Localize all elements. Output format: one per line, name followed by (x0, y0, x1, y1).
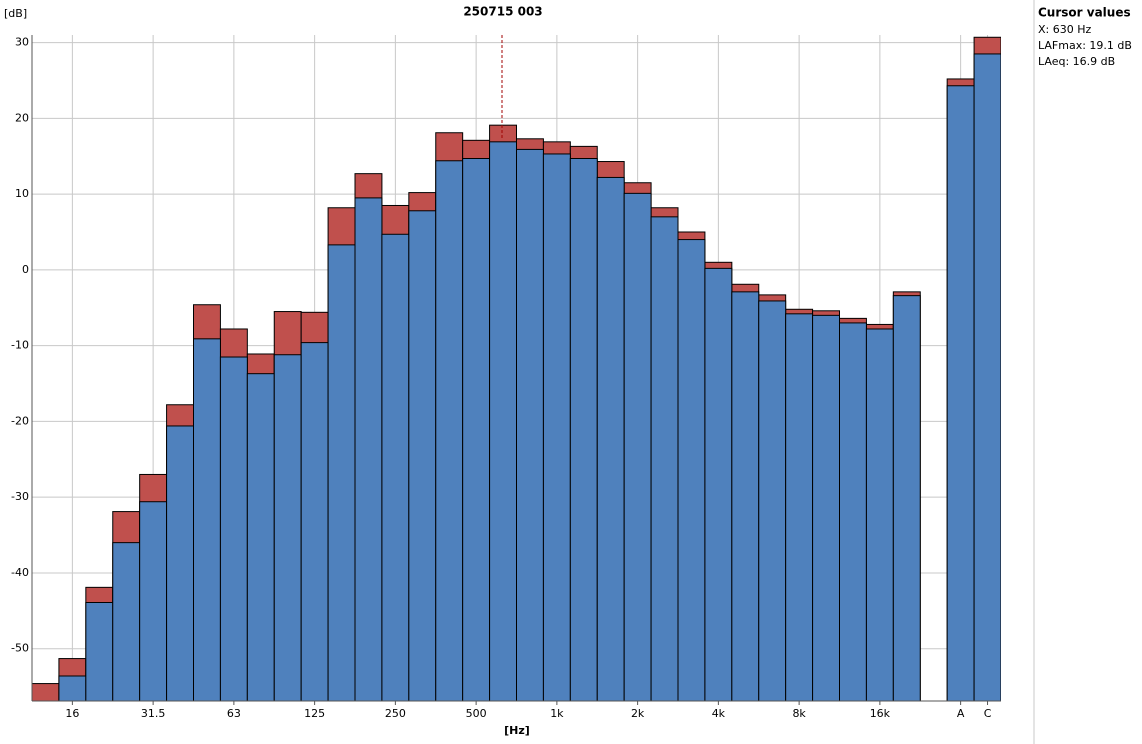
cursor-entry: LAeq: 16.9 dB (1038, 55, 1115, 68)
x-tick-label: A (957, 707, 965, 720)
x-axis-label: [Hz] (504, 724, 530, 737)
bar (85, 602, 114, 701)
y-tick-label: 20 (15, 111, 29, 124)
bar (731, 291, 760, 701)
bar (677, 239, 706, 701)
bar (193, 338, 221, 701)
y-tick-label: 0 (22, 263, 29, 276)
x-tick-label: 63 (227, 707, 241, 720)
bars (32, 36, 1001, 701)
x-tick-label: 16 (65, 707, 79, 720)
bar (892, 295, 921, 701)
bar (785, 313, 814, 701)
chart-title: 250715 003 (463, 5, 542, 19)
bar (946, 85, 975, 701)
y-tick-label: 10 (15, 187, 29, 200)
bar (489, 141, 518, 701)
bar (623, 192, 652, 701)
bar (354, 197, 383, 701)
bar (973, 53, 1001, 701)
bar (112, 542, 141, 701)
bar (865, 328, 894, 701)
bar (812, 314, 840, 701)
x-tick-label: 16k (870, 707, 891, 720)
bar (58, 675, 87, 701)
cursor-panel: X: 630 Hz LAFmax: 19.1 dB LAeq: 16.9 dB (1038, 23, 1132, 68)
bar (219, 356, 248, 701)
bar (381, 233, 410, 701)
y-tick-label: 30 (15, 36, 29, 49)
cursor-panel-title: Cursor values (1038, 6, 1131, 20)
cursor-entry: X: 630 Hz (1038, 23, 1092, 36)
bar (704, 267, 733, 701)
y-tick-label: -50 (11, 642, 29, 655)
bar (327, 244, 356, 701)
y-tick-label: -10 (11, 339, 29, 352)
bar (650, 216, 679, 701)
bar (839, 322, 867, 701)
bar (273, 354, 302, 701)
bar (300, 342, 329, 701)
x-tick-label: 125 (304, 707, 325, 720)
bar (246, 373, 275, 701)
bar (462, 158, 491, 701)
x-tick-label: C (984, 707, 992, 720)
bar (542, 153, 571, 701)
y-tick-label: -20 (11, 414, 29, 427)
y-axis-label: [dB] (4, 7, 27, 20)
bar (758, 300, 787, 701)
bar (516, 148, 544, 701)
x-tick-label: 500 (466, 707, 487, 720)
bar (32, 700, 60, 701)
x-tick-label: 31.5 (141, 707, 166, 720)
bar (139, 501, 168, 701)
bar (32, 683, 60, 701)
bar (408, 210, 437, 701)
x-tick-label: 4k (712, 707, 726, 720)
bar (166, 425, 194, 701)
cursor-entry: LAFmax: 19.1 dB (1038, 39, 1132, 52)
bar (596, 176, 625, 701)
y-tick-label: -40 (11, 566, 29, 579)
x-tick-label: 2k (631, 707, 645, 720)
x-tick-label: 250 (385, 707, 406, 720)
bar (435, 160, 464, 701)
x-tick-label: 1k (550, 707, 564, 720)
bar (569, 158, 598, 701)
y-tick-label: -30 (11, 490, 29, 503)
x-tick-label: 8k (792, 707, 806, 720)
